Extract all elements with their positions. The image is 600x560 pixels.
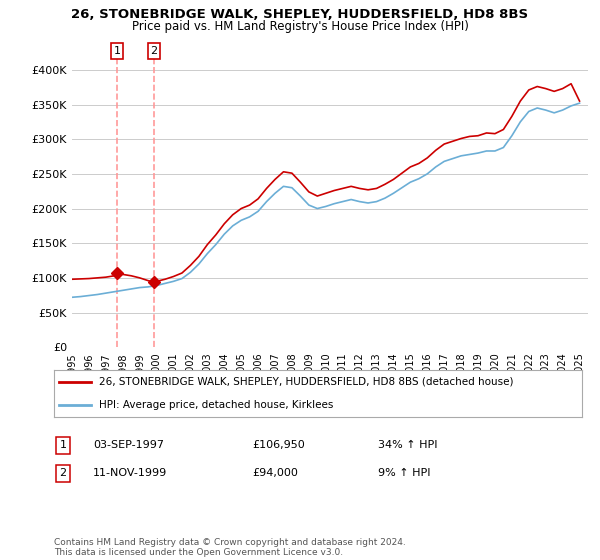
Text: £106,950: £106,950 <box>252 440 305 450</box>
Text: HPI: Average price, detached house, Kirklees: HPI: Average price, detached house, Kirk… <box>99 400 333 410</box>
Text: Price paid vs. HM Land Registry's House Price Index (HPI): Price paid vs. HM Land Registry's House … <box>131 20 469 32</box>
Text: 1: 1 <box>113 46 121 56</box>
Text: 26, STONEBRIDGE WALK, SHEPLEY, HUDDERSFIELD, HD8 8BS: 26, STONEBRIDGE WALK, SHEPLEY, HUDDERSFI… <box>71 8 529 21</box>
Text: 26, STONEBRIDGE WALK, SHEPLEY, HUDDERSFIELD, HD8 8BS (detached house): 26, STONEBRIDGE WALK, SHEPLEY, HUDDERSFI… <box>99 376 514 386</box>
Text: 1: 1 <box>59 440 67 450</box>
Text: 2: 2 <box>151 46 158 56</box>
Text: 11-NOV-1999: 11-NOV-1999 <box>93 468 167 478</box>
Text: 03-SEP-1997: 03-SEP-1997 <box>93 440 164 450</box>
Text: 2: 2 <box>59 468 67 478</box>
Text: £94,000: £94,000 <box>252 468 298 478</box>
Text: 9% ↑ HPI: 9% ↑ HPI <box>378 468 431 478</box>
Text: Contains HM Land Registry data © Crown copyright and database right 2024.
This d: Contains HM Land Registry data © Crown c… <box>54 538 406 557</box>
Text: 34% ↑ HPI: 34% ↑ HPI <box>378 440 437 450</box>
